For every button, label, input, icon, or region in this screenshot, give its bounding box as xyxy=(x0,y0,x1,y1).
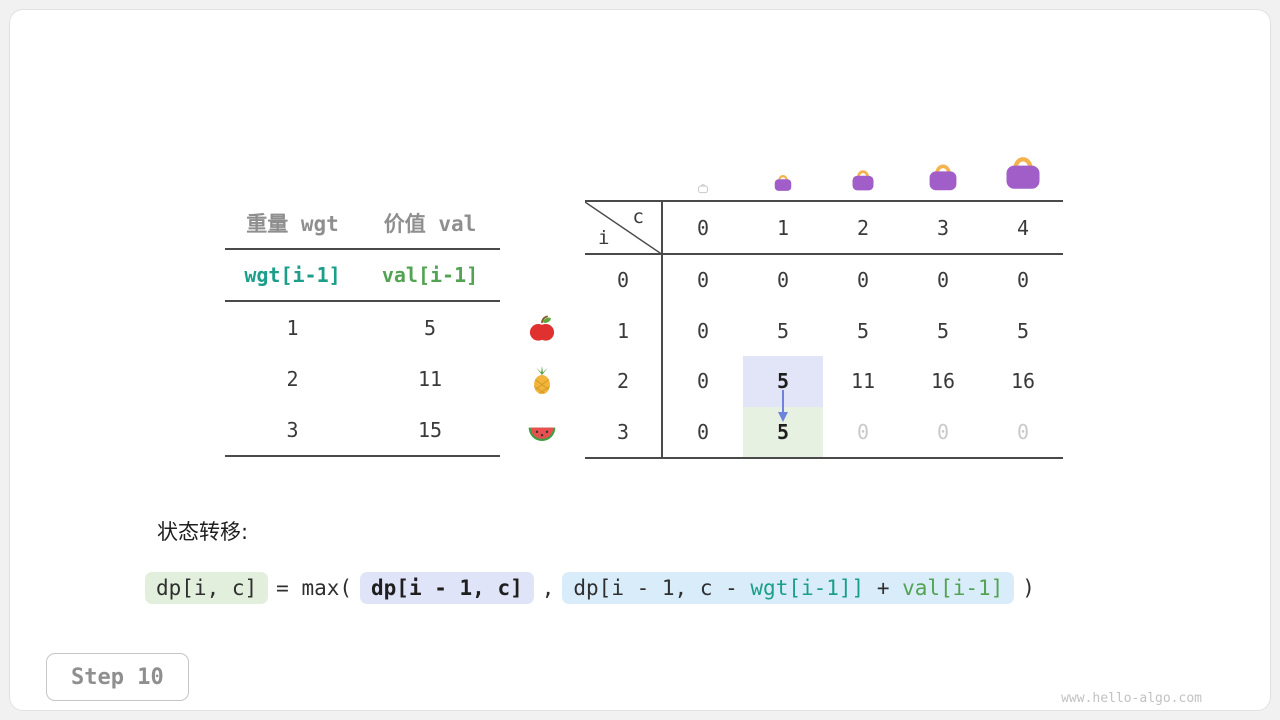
pineapple-icon xyxy=(526,364,558,396)
item-value: 15 xyxy=(417,417,443,442)
bag-icon-capacity-3 xyxy=(925,158,961,196)
item-weight: 1 xyxy=(286,315,299,340)
dp-cell: 11 xyxy=(850,369,876,394)
dp-row-label: 3 xyxy=(585,406,663,457)
dp-cell: 0 xyxy=(856,268,870,293)
bag-icon-capacity-0 xyxy=(696,179,710,198)
capacity-axis-label: c xyxy=(632,206,644,228)
item-weight: 2 xyxy=(286,366,299,391)
formula-arg2-wgt: wgt[i-1]] xyxy=(750,576,865,600)
dp-table: c i 0 1 2 3 4 0 0 0 0 0 0 1 0 5 5 5 5 2 … xyxy=(585,200,1063,459)
diagonal-divider xyxy=(585,202,663,255)
items-table-header-row: 重量 wgt 价值 val xyxy=(225,198,500,250)
table-row: 3 15 xyxy=(225,404,500,455)
formula-arg1: dp[i - 1, c] xyxy=(360,572,534,604)
dp-cell: 0 xyxy=(936,419,950,444)
wgt-variable-label: wgt[i-1] xyxy=(244,263,341,287)
dp-col-header: 0 xyxy=(663,202,743,255)
val-variable-label: val[i-1] xyxy=(381,263,479,287)
dp-row-label: 1 xyxy=(585,305,663,356)
dp-cell: 0 xyxy=(1016,268,1030,293)
dp-col-header: 2 xyxy=(823,202,903,255)
transition-formula: dp[i, c] = max( dp[i - 1, c] , dp[i - 1,… xyxy=(145,572,1035,604)
formula-comma: , xyxy=(541,576,555,600)
site-watermark: www.hello-algo.com xyxy=(1061,691,1202,706)
transition-arrow-icon xyxy=(778,390,788,422)
dp-cell: 0 xyxy=(696,318,710,343)
formula-arg2-dp: dp[i - 1, c - xyxy=(573,576,751,600)
value-column-header: 价值 val xyxy=(383,212,477,236)
bag-icon-capacity-4 xyxy=(1001,149,1045,195)
item-axis-label: i xyxy=(598,227,610,249)
items-table: 重量 wgt 价值 val wgt[i-1] val[i-1] 1 5 2 11… xyxy=(225,198,500,457)
formula-close: ) xyxy=(1022,576,1035,600)
transition-label: 状态转移: xyxy=(157,520,249,544)
dp-cell: 5 xyxy=(776,318,790,343)
dp-cell: 0 xyxy=(696,369,710,394)
formula-eq-max: = max( xyxy=(276,576,353,600)
items-table-var-row: wgt[i-1] val[i-1] xyxy=(225,250,500,302)
table-row: 2 11 xyxy=(225,353,500,404)
dp-cell: 0 xyxy=(1016,419,1030,444)
item-weight: 3 xyxy=(286,417,299,442)
formula-arg2-val: val[i-1] xyxy=(902,576,1004,600)
dp-cell: 5 xyxy=(936,318,950,343)
dp-cell: 16 xyxy=(1010,369,1036,394)
dp-col-header: 4 xyxy=(983,202,1063,255)
formula-lhs: dp[i, c] xyxy=(145,572,269,604)
weight-column-header: 重量 wgt xyxy=(246,212,339,236)
dp-row-label: 2 xyxy=(585,356,663,407)
dp-cell: 5 xyxy=(856,318,870,343)
bag-icon-capacity-1 xyxy=(772,171,794,196)
dp-cell: 0 xyxy=(936,268,950,293)
watermelon-icon xyxy=(526,415,558,447)
dp-col-header: 3 xyxy=(903,202,983,255)
dp-cell: 16 xyxy=(930,369,956,394)
step-indicator: Step 10 xyxy=(46,653,189,701)
formula-arg2-plus: + xyxy=(864,576,903,600)
dp-cell: 5 xyxy=(1016,318,1030,343)
dp-row-label: 0 xyxy=(585,255,663,306)
bag-icon-capacity-2 xyxy=(849,165,877,196)
dp-cell: 0 xyxy=(856,419,870,444)
step-label: Step 10 xyxy=(71,664,164,690)
item-value: 5 xyxy=(423,315,437,340)
dp-cell: 0 xyxy=(696,268,710,293)
dp-cell-target-highlight: 5 xyxy=(743,406,823,457)
dp-corner-cell: c i xyxy=(585,202,663,255)
dp-cell: 0 xyxy=(696,419,710,444)
table-row: 1 5 xyxy=(225,302,500,353)
item-value: 11 xyxy=(417,366,443,391)
apple-icon xyxy=(526,313,558,345)
formula-arg2: dp[i - 1, c - wgt[i-1]] + val[i-1] xyxy=(562,572,1015,604)
content-card: 重量 wgt 价值 val wgt[i-1] val[i-1] 1 5 2 11… xyxy=(9,9,1271,711)
dp-col-header: 1 xyxy=(743,202,823,255)
dp-cell: 0 xyxy=(776,268,790,293)
